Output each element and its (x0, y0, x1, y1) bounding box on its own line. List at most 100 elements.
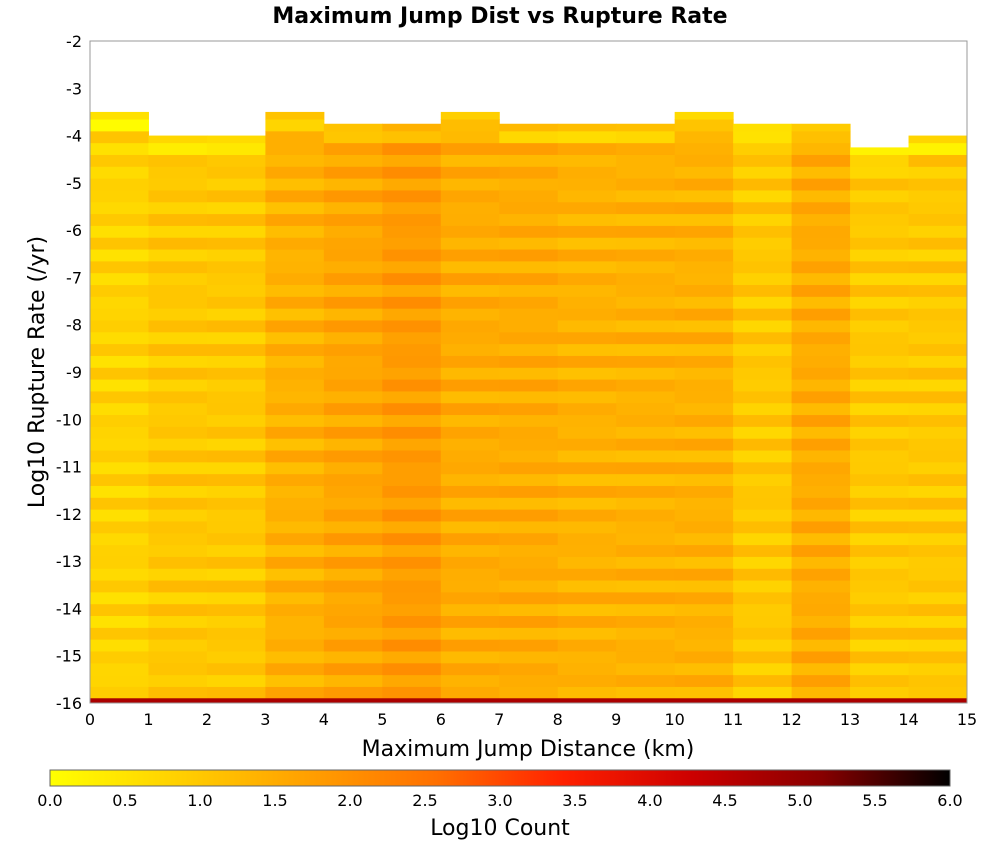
heatmap-cell (499, 674, 559, 687)
heatmap-cell (674, 379, 734, 392)
heatmap-cell (908, 225, 968, 238)
y-tick-label: -9 (66, 363, 82, 382)
heatmap-cell (265, 237, 325, 250)
heatmap-cell (674, 591, 734, 605)
heatmap-cell (440, 319, 500, 333)
heatmap-cell (323, 296, 383, 309)
heatmap-cell (674, 154, 734, 167)
heatmap-cell (265, 650, 325, 664)
y-tick-label: -11 (56, 458, 82, 477)
heatmap-cell (499, 450, 559, 463)
heatmap-cell (90, 189, 149, 203)
heatmap-cell (908, 201, 968, 215)
heatmap-cell (557, 627, 617, 640)
heatmap-cell (616, 308, 676, 321)
heatmap-cell (265, 201, 325, 215)
heatmap-cell (206, 367, 266, 380)
heatmap-cell (148, 532, 208, 546)
heatmap-cell (908, 568, 968, 581)
heatmap-cell (791, 178, 851, 191)
heatmap-cell (850, 627, 910, 640)
heatmap-cell (148, 450, 208, 463)
heatmap-cell (382, 272, 442, 286)
heatmap-cell (90, 544, 149, 557)
heatmap-cell (908, 532, 968, 546)
heatmap-cell (90, 473, 149, 486)
heatmap-cell (265, 426, 325, 439)
heatmap-cell (206, 544, 266, 557)
heatmap-cell (850, 591, 910, 605)
plot-area-frame (89, 40, 968, 704)
y-axis-ticks: -2 -3 -4 -5 -6 -7 -8 -9 -10 -11 -12 -13 -14 -15 -16 (56, 32, 82, 713)
heatmap-cell (616, 123, 676, 132)
heatmap-cell (499, 520, 559, 534)
heatmap-cell (674, 450, 734, 463)
heatmap-cell (557, 662, 617, 676)
heatmap-cell (499, 249, 559, 262)
heatmap-cell (382, 284, 442, 297)
heatmap-cell (616, 213, 676, 226)
heatmap-cell (616, 166, 676, 179)
heatmap-cell (616, 532, 676, 546)
heatmap-cell (557, 296, 617, 309)
heatmap-cell (791, 580, 851, 593)
heatmap-cell (557, 450, 617, 463)
heatmap-cell (908, 379, 968, 392)
heatmap-cell (908, 178, 968, 191)
heatmap-cell (733, 308, 793, 321)
heatmap-cell (850, 520, 910, 534)
heatmap-cell (557, 249, 617, 262)
heatmap-cell (850, 147, 910, 155)
heatmap-cell (440, 296, 500, 309)
heatmap-cell (791, 473, 851, 486)
heatmap-cell (323, 178, 383, 191)
heatmap-cell (499, 343, 559, 356)
heatmap-cell (557, 379, 617, 392)
heatmap-cell (908, 402, 968, 416)
heatmap-cell (206, 390, 266, 404)
heatmap-cell (733, 568, 793, 581)
heatmap-cell (148, 520, 208, 534)
heatmap-cell (440, 485, 500, 498)
heatmap-cell (557, 520, 617, 534)
heatmap-cell (148, 639, 208, 652)
heatmap-cell (733, 532, 793, 546)
heatmap-cell (90, 580, 149, 593)
heatmap-cell (908, 650, 968, 664)
heatmap-cell (499, 319, 559, 333)
heatmap-cell (616, 650, 676, 664)
heatmap-cell (733, 450, 793, 463)
heatmap-cell (557, 225, 617, 238)
heatmap-cell (90, 461, 149, 475)
heatmap-cell (616, 142, 676, 155)
heatmap-cell (499, 497, 559, 510)
heatmap-cell (148, 674, 208, 687)
x-tick-label: 5 (377, 710, 387, 729)
heatmap-cell (90, 260, 149, 274)
heatmap-cell (323, 438, 383, 451)
heatmap-cell (674, 296, 734, 309)
heatmap-cell (733, 130, 793, 144)
heatmap-cell (206, 379, 266, 392)
heatmap-cell (674, 650, 734, 664)
heatmap-cell (323, 461, 383, 475)
heatmap-cell (382, 532, 442, 546)
heatmap-cell (323, 450, 383, 463)
colorbar-tick-label: 5.5 (862, 791, 887, 810)
colorbar-tick-label: 0.0 (37, 791, 62, 810)
heatmap-cell (908, 556, 968, 569)
heatmap-cell (148, 402, 208, 416)
heatmap-cell (557, 686, 617, 699)
heatmap-cell (850, 473, 910, 486)
heatmap-cell (733, 520, 793, 534)
heatmap-cell (791, 260, 851, 274)
heatmap-cell (206, 296, 266, 309)
heatmap-cell (499, 461, 559, 475)
heatmap-cell (90, 331, 149, 345)
heatmap-cell (265, 213, 325, 226)
heatmap-cell (850, 450, 910, 463)
heatmap-cell (148, 485, 208, 498)
heatmap-cell (323, 284, 383, 297)
heatmap-cell (323, 213, 383, 226)
heatmap-cell (382, 461, 442, 475)
